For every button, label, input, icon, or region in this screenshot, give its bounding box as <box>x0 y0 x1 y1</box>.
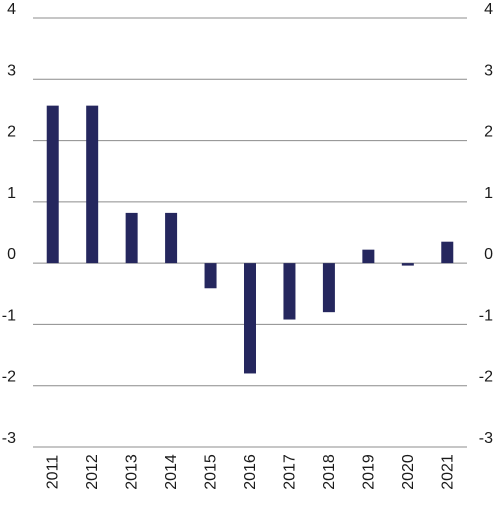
x-tick-label: 2015 <box>203 454 220 490</box>
y-tick-label-left: 0 <box>7 246 16 263</box>
y-tick-label-left: -2 <box>2 369 16 386</box>
y-tick-label-right: 3 <box>484 62 493 79</box>
x-tick-label: 2019 <box>360 454 377 490</box>
bar-2019 <box>362 249 375 264</box>
x-tick-label: 2011 <box>45 455 62 490</box>
bar-2011 <box>46 105 59 264</box>
x-tick-label: 2021 <box>439 454 456 490</box>
bars <box>46 105 454 374</box>
y-tick-label-left: 2 <box>7 124 16 141</box>
x-tick-label: 2017 <box>281 454 298 490</box>
y-tick-label-right: 1 <box>484 185 493 202</box>
y-tick-label-left: 1 <box>7 185 16 202</box>
y-tick-label-left: -3 <box>2 430 16 447</box>
y-tick-labels-right: 4 3 2 1 0 -1 -2 -3 <box>479 1 493 447</box>
y-tick-label-right: -3 <box>479 430 493 447</box>
x-tick-label: 2012 <box>84 454 101 490</box>
bar-2021 <box>441 241 454 264</box>
y-tick-labels-left: 4 3 2 1 0 -1 -2 -3 <box>2 1 16 447</box>
x-tick-label: 2013 <box>124 454 141 490</box>
x-tick-label: 2014 <box>163 454 180 490</box>
y-tick-label-left: 4 <box>7 1 16 18</box>
x-tick-label: 2016 <box>242 454 259 490</box>
y-tick-label-left: 3 <box>7 62 16 79</box>
bar-2017 <box>283 263 296 320</box>
y-tick-label-left: -1 <box>2 307 16 324</box>
bar-2012 <box>86 105 99 264</box>
y-tick-label-right: 4 <box>484 1 493 18</box>
bar-2016 <box>244 263 256 374</box>
y-tick-label-right: 2 <box>484 124 493 141</box>
x-tick-label: 2018 <box>321 454 338 490</box>
x-tick-labels: 2011 2012 2013 2014 2015 2016 2017 2018 2019 2020… <box>45 454 457 490</box>
bar-2013 <box>125 212 138 264</box>
y-tick-label-right: -1 <box>479 307 493 324</box>
bar-2015 <box>204 263 217 289</box>
bar-2020 <box>401 263 414 266</box>
x-tick-label: 2020 <box>400 454 417 490</box>
y-tick-label-right: 0 <box>484 246 493 263</box>
bar-2018 <box>322 263 335 313</box>
bar-2014 <box>165 212 178 264</box>
y-tick-label-right: -2 <box>479 369 493 386</box>
